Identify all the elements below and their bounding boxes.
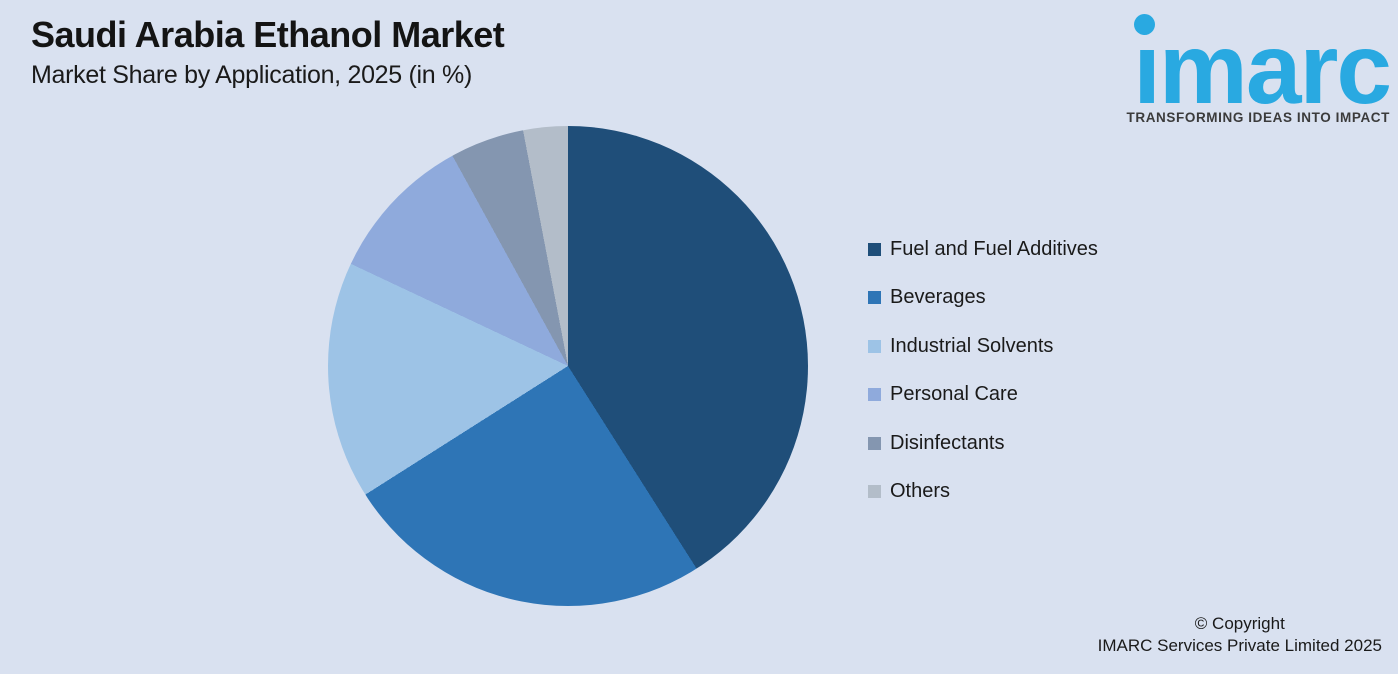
- header: Saudi Arabia Ethanol Market Market Share…: [31, 14, 505, 90]
- legend-label: Others: [890, 480, 951, 503]
- legend-item: Disinfectants: [868, 431, 1098, 454]
- legend-item: Fuel and Fuel Additives: [868, 237, 1098, 260]
- page-title: Saudi Arabia Ethanol Market: [31, 14, 505, 55]
- copyright-line1: © Copyright: [1194, 614, 1285, 633]
- legend-item: Beverages: [868, 286, 1098, 309]
- legend-label: Fuel and Fuel Additives: [890, 237, 1098, 260]
- legend-label: Industrial Solvents: [890, 334, 1054, 357]
- copyright-line2: IMARC Services Private Limited 2025: [1097, 635, 1382, 655]
- legend-swatch: [868, 388, 881, 402]
- copyright: © Copyright IMARC Services Private Limit…: [1098, 613, 1382, 656]
- legend-item: Personal Care: [868, 383, 1098, 406]
- legend-label: Personal Care: [890, 383, 1018, 406]
- legend: Fuel and Fuel Additives Beverages Industri…: [868, 237, 1098, 531]
- legend-item: Others: [868, 480, 1098, 503]
- legend-swatch: [868, 242, 881, 256]
- legend-swatch: [868, 436, 881, 450]
- imarc-logo-tagline: TRANSFORMING IDEAS INTO IMPACT: [1126, 110, 1390, 125]
- imarc-logo-i-dot-icon: [1134, 14, 1155, 35]
- page-subtitle: Market Share by Application, 2025 (in %): [31, 60, 473, 89]
- legend-swatch: [868, 339, 881, 353]
- legend-item: Industrial Solvents: [868, 334, 1098, 357]
- legend-swatch: [868, 485, 881, 499]
- imarc-logo: ımarc TRANSFORMING IDEAS INTO IMPACT: [1110, 12, 1392, 126]
- legend-label: Beverages: [890, 286, 986, 309]
- legend-swatch: [868, 291, 881, 305]
- imarc-logo-wordmark: ımarc: [1133, 13, 1392, 125]
- pie-chart: [328, 126, 808, 606]
- legend-label: Disinfectants: [890, 431, 1005, 454]
